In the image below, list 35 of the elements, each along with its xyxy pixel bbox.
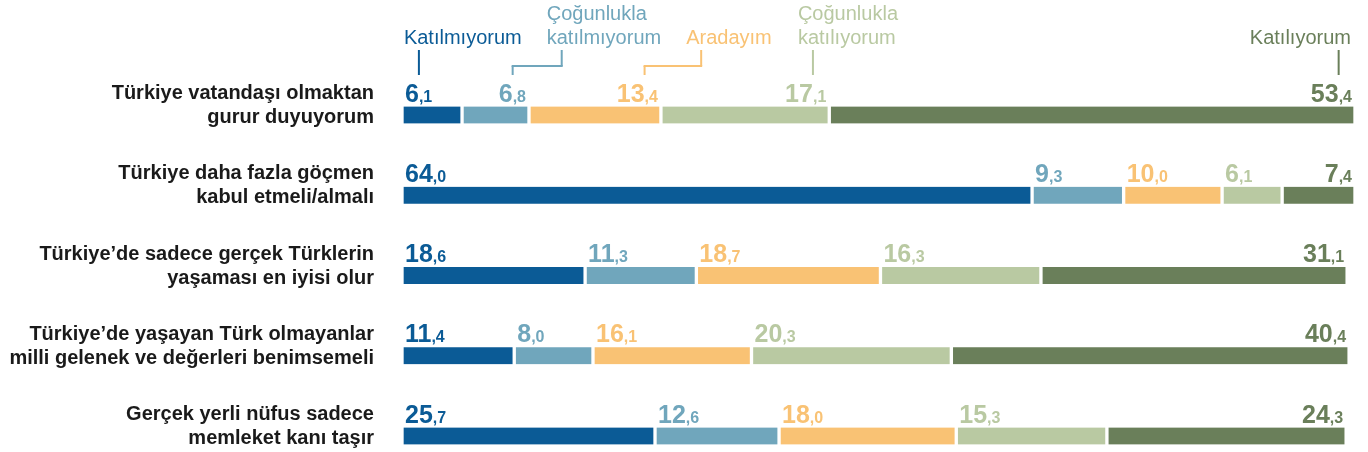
data-label: 64,0 (405, 158, 447, 187)
data-label: 7,4 (1324, 158, 1353, 187)
data-label: 18,6 (405, 239, 447, 267)
data-label: 16,1 (595, 319, 638, 348)
data-label: 40,4 (1304, 319, 1347, 348)
data-label: 18,0 (782, 399, 824, 428)
data-label: 8,0 (517, 319, 545, 348)
data-label: 6,1 (405, 78, 433, 107)
data-label: 6,8 (498, 78, 527, 107)
y-tick-label: Türkiye’de sadece gerçek Türklerin yaşaması en iyisi olur (39, 241, 375, 288)
text: Katılıyorum (1249, 26, 1351, 48)
data-label: 6,1 (1225, 158, 1253, 187)
data-label: 12,6 (658, 399, 700, 428)
data-label: 31,1 (1302, 239, 1345, 267)
data-label: 9,3 (1035, 158, 1063, 187)
y-tick-label: Türkiye’de yaşayan Türk olmayanlar milli gelenek ve değerleri benimsemeli (9, 321, 375, 368)
data-label: 24,3 (1301, 399, 1344, 428)
data-label: 17,1 (785, 78, 827, 107)
text: Katılmıyorum (403, 26, 522, 48)
data-label: 16,3 (883, 239, 925, 267)
data-label: 25,7 (405, 399, 447, 428)
data-label: 10,0 (1126, 158, 1168, 187)
data-label: 11,3 (588, 239, 628, 267)
data-label: 15,3 (959, 399, 1001, 428)
data-label: 18,7 (699, 239, 741, 267)
data-label: 53,4 (1310, 78, 1353, 107)
data-label: 11,4 (405, 319, 445, 348)
y-tick-label: Türkiye daha fazla göçmen kabul etmeli/almalı (118, 161, 374, 208)
text: Çoğunlukla katılmıyorum (546, 2, 662, 48)
y-tick-label: Türkiye vatandaşı olmaktan gurur duyuyorum (111, 81, 374, 127)
data-label: 13,4 (616, 78, 659, 107)
text: Çoğunlukla katılıyorum (797, 2, 899, 48)
y-tick-label: Gerçek yerli nüfus sadece memleket kanı taşır (126, 402, 375, 448)
text: Aradayım (686, 26, 772, 48)
data-label: 20,3 (754, 319, 796, 348)
